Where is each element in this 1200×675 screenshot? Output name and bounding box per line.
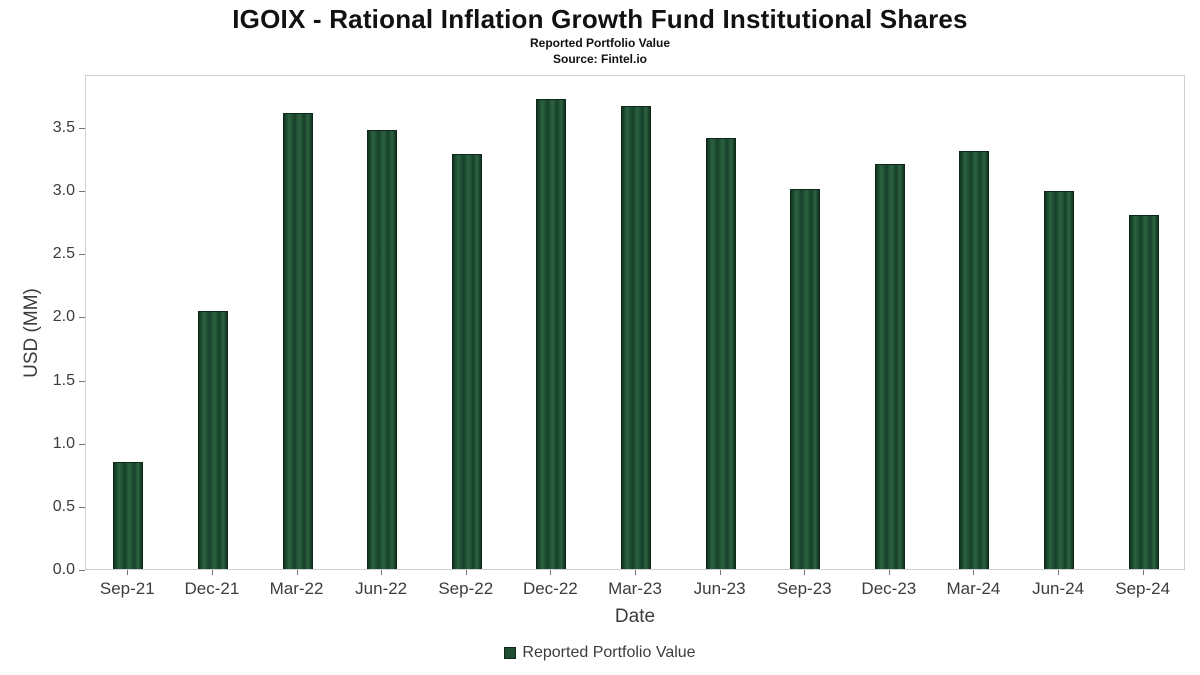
x-axis-label: Date — [614, 606, 656, 627]
x-tick-label: Mar-22 — [269, 579, 324, 598]
x-tick-label: Dec-23 — [861, 579, 917, 598]
y-tick-mark — [79, 570, 85, 571]
x-tick-label: Dec-21 — [184, 579, 240, 598]
bar-sep-23 — [790, 188, 821, 569]
x-tick-label: Dec-22 — [522, 579, 578, 598]
legend-label: Reported Portfolio Value — [522, 644, 696, 661]
bar-mar-22 — [282, 113, 313, 569]
x-tick-mark — [973, 570, 975, 575]
y-tick-mark — [79, 128, 85, 130]
x-tick-label: Sep-21 — [99, 579, 155, 598]
chart-title: IGOIX - Rational Inflation Growth Fund I… — [232, 4, 968, 34]
y-tick-mark — [79, 380, 85, 382]
y-tick-label: 0.5 — [52, 497, 75, 515]
x-tick-mark — [804, 570, 806, 575]
y-tick-label: 2.0 — [52, 308, 75, 326]
bar-dec-22 — [536, 99, 567, 569]
x-tick-mark — [127, 570, 129, 575]
x-tick-label: Sep-24 — [1115, 579, 1171, 598]
x-tick-mark — [635, 570, 636, 575]
bar-sep-21 — [113, 461, 144, 569]
bar-dec-23 — [874, 163, 905, 569]
chart-source: Source: Fintel.io — [552, 52, 647, 66]
x-tick-mark — [1142, 570, 1144, 575]
bar-jun-22 — [367, 129, 398, 569]
y-tick-label: 3.5 — [52, 119, 75, 137]
y-tick-mark — [79, 191, 85, 193]
y-tick-label: 1.5 — [52, 371, 75, 389]
x-tick-mark — [381, 570, 383, 575]
x-tick-mark — [1058, 570, 1060, 575]
bar-jun-24 — [1044, 191, 1075, 569]
x-tick-mark — [296, 570, 298, 575]
legend: Reported Portfolio Value — [0, 644, 1200, 662]
y-tick-mark — [79, 254, 85, 256]
x-tick-label: Jun-24 — [1032, 579, 1085, 598]
x-tick-label: Sep-22 — [438, 579, 494, 598]
x-tick-mark — [719, 570, 721, 575]
y-tick-mark — [79, 506, 85, 508]
bar-dec-21 — [197, 311, 228, 569]
y-tick-mark — [79, 443, 85, 445]
y-tick-label: 2.5 — [52, 245, 75, 263]
x-tick-mark — [211, 570, 213, 575]
chart-subtitle: Reported Portfolio Value — [529, 36, 670, 50]
y-tick-label: 3.0 — [52, 182, 75, 200]
x-tick-label: Sep-23 — [776, 579, 832, 598]
y-tick-mark — [79, 317, 85, 319]
legend-swatch-icon — [504, 647, 517, 659]
y-tick-label: 0.0 — [52, 561, 75, 578]
plot-area — [85, 75, 1185, 570]
bar-jun-23 — [705, 138, 736, 569]
bar-sep-24 — [1128, 215, 1159, 569]
x-tick-label: Mar-23 — [608, 579, 662, 598]
x-tick-mark — [550, 570, 552, 575]
y-tick-label: 1.0 — [52, 434, 75, 452]
bar-mar-24 — [959, 151, 990, 569]
bar-mar-23 — [621, 105, 651, 569]
bar-sep-22 — [451, 153, 482, 569]
x-tick-label: Mar-24 — [946, 579, 1001, 598]
x-tick-label: Jun-22 — [355, 579, 408, 598]
x-tick-label: Jun-23 — [693, 579, 746, 598]
x-tick-mark — [465, 570, 467, 575]
x-tick-mark — [888, 570, 890, 575]
